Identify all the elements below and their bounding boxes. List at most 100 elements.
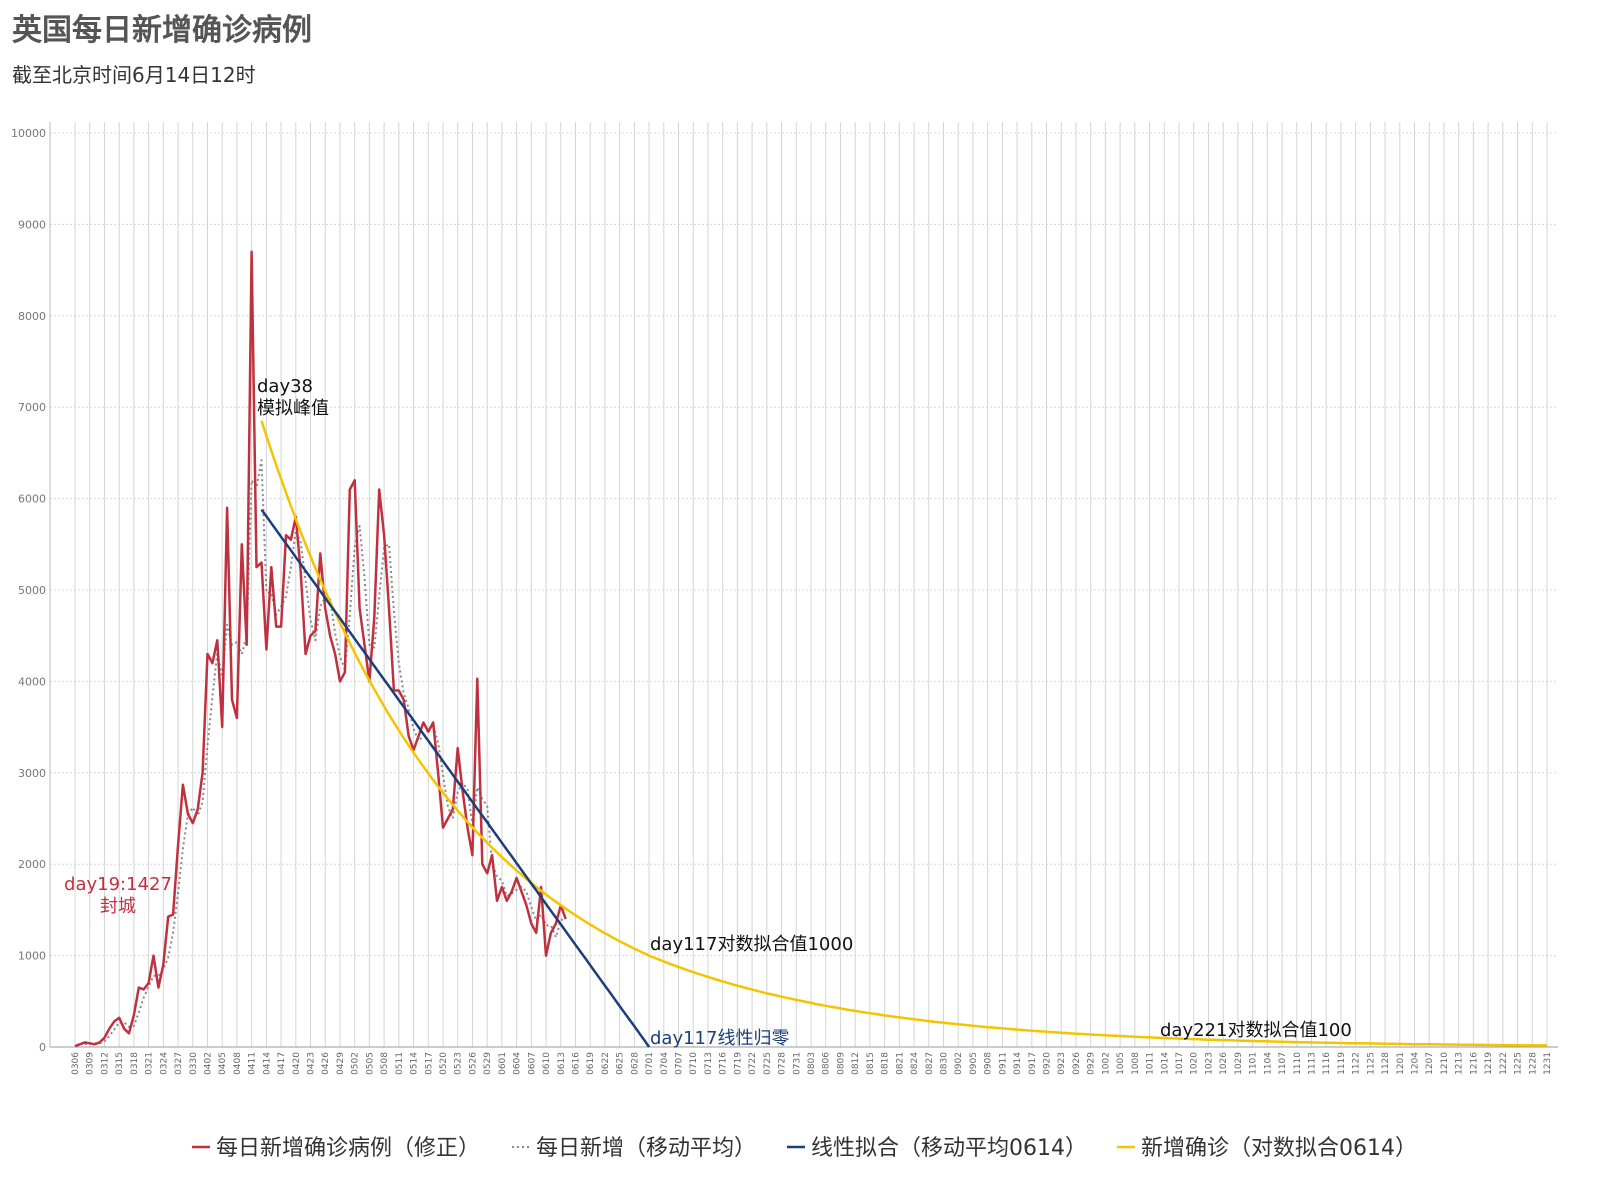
x-tick-label: 0616	[571, 1052, 581, 1075]
y-tick-label: 5000	[18, 584, 46, 597]
x-tick-label: 1020	[1190, 1052, 1200, 1075]
series-line	[74, 250, 567, 1048]
y-tick-label: 8000	[18, 310, 46, 323]
x-tick-label: 0511	[395, 1052, 405, 1075]
x-tick-label: 0707	[675, 1052, 685, 1075]
x-tick-label: 0911	[998, 1052, 1008, 1075]
x-tick-label: 1222	[1499, 1052, 1509, 1075]
annotation: day117对数拟合值1000	[650, 934, 853, 955]
x-tick-label: 0818	[881, 1052, 891, 1075]
x-tick-label: 0417	[277, 1052, 287, 1075]
x-tick-label: 0722	[748, 1052, 758, 1075]
x-tick-label: 0628	[630, 1052, 640, 1075]
x-tick-label: 0514	[410, 1052, 420, 1075]
legend-item: 新增确诊（对数拟合0614）	[1117, 1136, 1417, 1161]
legend-item: 线性拟合（移动平均0614）	[787, 1136, 1087, 1161]
x-tick-label: 0520	[439, 1052, 449, 1075]
x-tick-label: 1204	[1411, 1052, 1421, 1075]
x-tick-label: 1210	[1440, 1052, 1450, 1075]
x-tick-label: 1116	[1322, 1052, 1332, 1075]
x-tick-label: 1201	[1396, 1052, 1406, 1075]
x-tick-label: 0908	[984, 1052, 994, 1075]
x-tick-label: 0408	[233, 1052, 243, 1075]
x-tick-label: 0402	[203, 1052, 213, 1075]
x-tick-label: 0731	[792, 1052, 802, 1075]
annotation: day38	[257, 376, 313, 397]
x-tick-label: 1128	[1381, 1052, 1391, 1075]
x-tick-label: 1005	[1116, 1052, 1126, 1075]
x-tick-label: 1219	[1484, 1052, 1494, 1075]
x-tick-label: 1026	[1219, 1052, 1229, 1075]
y-tick-label: 1000	[18, 950, 46, 963]
legend-label: 新增确诊（对数拟合0614）	[1141, 1136, 1417, 1161]
x-tick-label: 1023	[1204, 1052, 1214, 1075]
x-tick-label: 0929	[1087, 1052, 1097, 1075]
x-tick-label: 0917	[1028, 1052, 1038, 1075]
x-tick-label: 0728	[778, 1052, 788, 1075]
x-tick-label: 0821	[895, 1052, 905, 1075]
x-tick-label: 0713	[704, 1052, 714, 1075]
x-tick-label: 0607	[527, 1052, 537, 1075]
x-tick-label: 0429	[336, 1052, 346, 1075]
y-tick-label: 10000	[11, 127, 46, 140]
x-tick-label: 1029	[1234, 1052, 1244, 1075]
x-tick-label: 0716	[719, 1052, 729, 1075]
x-tick-label: 0926	[1072, 1052, 1082, 1075]
x-tick-label: 0312	[100, 1052, 110, 1075]
x-tick-label: 0710	[689, 1052, 699, 1075]
x-tick-label: 0902	[954, 1052, 964, 1075]
x-tick-label: 1122	[1352, 1052, 1362, 1075]
x-tick-label: 0725	[763, 1052, 773, 1075]
legend-item: 每日新增（移动平均）	[512, 1136, 756, 1161]
x-tick-label: 1101	[1249, 1052, 1259, 1075]
x-tick-label: 1002	[1101, 1052, 1111, 1075]
legend-item: 每日新增确诊病例（修正）	[192, 1136, 480, 1161]
y-tick-label: 6000	[18, 493, 46, 506]
legend-label: 每日新增确诊病例（修正）	[216, 1136, 480, 1161]
x-tick-label: 0321	[145, 1052, 155, 1075]
series-line	[260, 420, 1547, 1047]
x-tick-label: 0405	[218, 1052, 228, 1075]
y-tick-label: 9000	[18, 218, 46, 231]
legend-label: 线性拟合（移动平均0614）	[811, 1136, 1087, 1161]
x-tick-label: 1011	[1146, 1052, 1156, 1075]
x-tick-label: 1113	[1307, 1052, 1317, 1075]
x-tick-label: 1213	[1455, 1052, 1465, 1075]
x-tick-label: 1125	[1366, 1052, 1376, 1075]
x-tick-label: 0502	[351, 1052, 361, 1075]
y-tick-label: 3000	[18, 767, 46, 780]
x-tick-label: 0505	[365, 1052, 375, 1075]
x-tick-label: 1107	[1278, 1052, 1288, 1075]
x-tick-label: 0306	[71, 1052, 81, 1075]
x-tick-label: 1216	[1469, 1052, 1479, 1075]
y-tick-label: 4000	[18, 675, 46, 688]
x-tick-label: 0815	[866, 1052, 876, 1075]
chart-title: 英国每日新增确诊病例	[12, 13, 312, 48]
chart-subtitle: 截至北京时间6月14日12时	[12, 63, 256, 87]
x-tick-label: 0719	[733, 1052, 743, 1075]
y-tick-label: 7000	[18, 401, 46, 414]
x-tick-label: 0701	[645, 1052, 655, 1075]
x-tick-label: 0619	[586, 1052, 596, 1075]
x-tick-label: 0309	[86, 1052, 96, 1075]
x-tick-label: 1225	[1514, 1052, 1524, 1075]
x-tick-label: 0604	[513, 1052, 523, 1075]
x-tick-label: 0423	[307, 1052, 317, 1075]
x-tick-label: 0610	[542, 1052, 552, 1075]
y-tick-label: 2000	[18, 858, 46, 871]
x-tick-label: 0824	[910, 1052, 920, 1075]
x-tick-label: 1228	[1528, 1052, 1538, 1075]
x-tick-label: 1104	[1263, 1052, 1273, 1075]
y-tick-label: 0	[39, 1041, 46, 1054]
x-tick-label: 0812	[851, 1052, 861, 1075]
x-tick-label: 0315	[115, 1052, 125, 1075]
x-tick-label: 0914	[1013, 1052, 1023, 1075]
x-tick-label: 1207	[1425, 1052, 1435, 1075]
x-tick-label: 1008	[1131, 1052, 1141, 1075]
annotation: day221对数拟合值100	[1160, 1020, 1352, 1041]
x-tick-label: 0411	[248, 1052, 258, 1075]
x-tick-label: 1014	[1160, 1052, 1170, 1075]
x-tick-label: 0508	[380, 1052, 390, 1075]
